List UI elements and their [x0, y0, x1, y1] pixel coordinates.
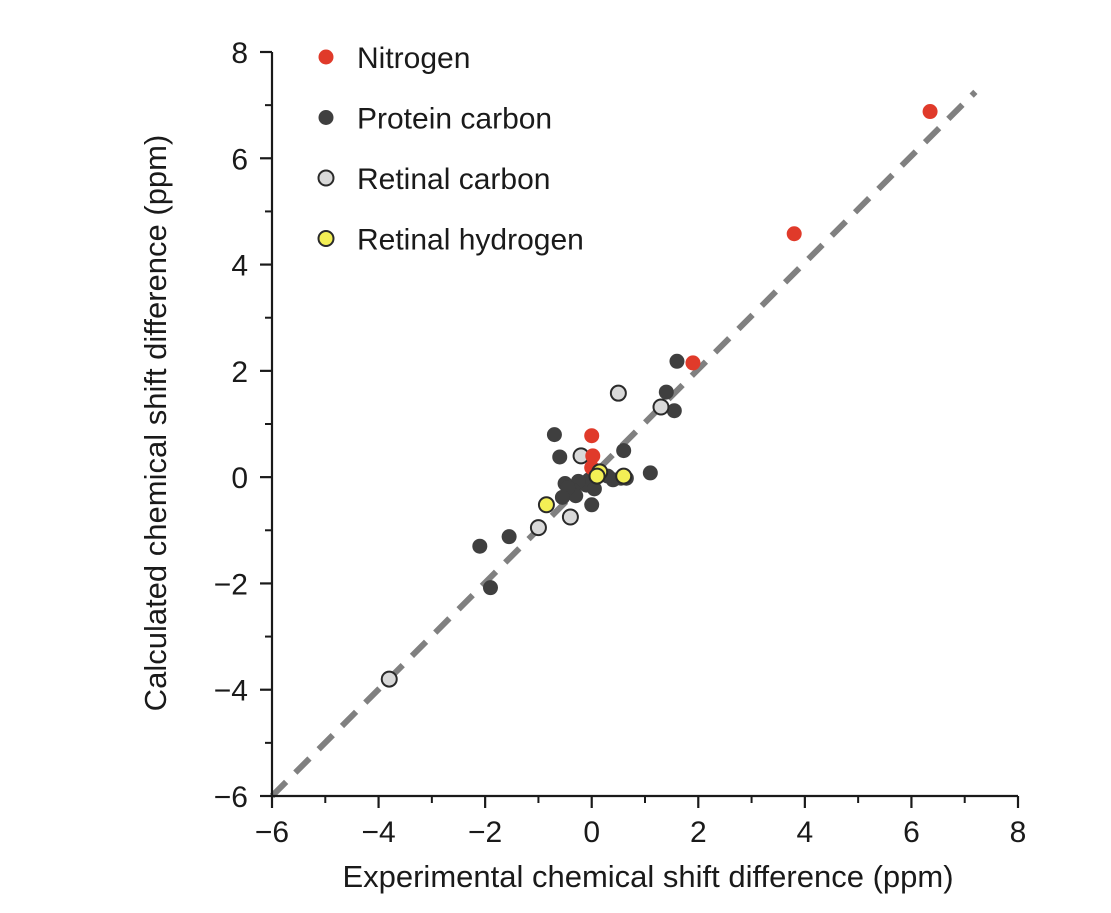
y-tick-label: −2 — [214, 568, 248, 601]
legend-label-retinal-hydrogen: Retinal hydrogen — [357, 224, 584, 257]
protein-carbon-point — [586, 481, 602, 497]
y-tick-label: 6 — [231, 143, 248, 176]
x-tick-label: −2 — [468, 816, 502, 849]
protein-carbon-point — [472, 538, 488, 554]
protein-carbon-point — [669, 353, 685, 369]
retinal-hydrogen-point — [588, 467, 606, 485]
legend: Nitrogen Protein carbon Retinal carbon Reti… — [317, 42, 584, 257]
nitrogen-point — [786, 226, 802, 242]
retinal-carbon-point — [380, 670, 398, 688]
x-tick-label: −4 — [361, 816, 395, 849]
protein-carbon-point — [642, 465, 658, 481]
retinal-carbon-point — [529, 519, 547, 537]
y-tick-label: 8 — [231, 37, 248, 70]
nitrogen-point — [922, 104, 938, 120]
y-axis-title: Calculated chemical shift difference (pp… — [138, 135, 173, 712]
x-tick-label: 4 — [797, 816, 814, 849]
x-tick-label: 2 — [690, 816, 707, 849]
protein-carbon-point — [658, 384, 674, 400]
nitrogen-point — [584, 428, 600, 444]
retinal-hydrogen-point — [537, 496, 555, 514]
legend-label-protein-carbon: Protein carbon — [357, 103, 552, 136]
y-tick-label: −4 — [214, 675, 248, 708]
legend-marker-retinal-carbon — [317, 169, 335, 187]
x-axis-title: Experimental chemical shift difference (… — [342, 859, 953, 894]
protein-carbon-point — [482, 580, 498, 596]
legend-label-nitrogen: Nitrogen — [357, 42, 470, 75]
x-tick-label: 8 — [1010, 816, 1027, 849]
nitrogen-point — [685, 355, 701, 371]
protein-carbon-point — [584, 497, 600, 513]
legend-marker-protein-carbon — [318, 110, 334, 125]
y-tick-label: 0 — [231, 462, 248, 495]
nitrogen-point — [585, 448, 601, 464]
x-tick-label: −6 — [255, 816, 289, 849]
legend-marker-nitrogen — [318, 49, 334, 65]
retinal-hydrogen-point — [615, 467, 633, 485]
y-tick-label: −6 — [214, 781, 248, 814]
axes: −6 −4 −2 0 2 4 6 8 −6 −4 −2 0 2 4 6 8 — [214, 37, 1027, 849]
legend-marker-retinal-hydrogen — [317, 230, 335, 247]
protein-carbon-point — [552, 449, 568, 465]
retinal-carbon-point — [609, 384, 627, 402]
protein-carbon-point — [554, 489, 570, 505]
x-tick-label: 6 — [903, 816, 920, 849]
x-tick-label: 0 — [583, 816, 600, 849]
retinal-carbon-point — [561, 508, 579, 526]
y-tick-label: 4 — [231, 250, 248, 283]
protein-carbon-point — [546, 427, 562, 443]
legend-label-retinal-carbon: Retinal carbon — [357, 163, 550, 196]
y-tick-label: 2 — [231, 356, 248, 389]
protein-carbon-point — [501, 529, 517, 545]
protein-carbon-point — [616, 443, 632, 459]
retinal-carbon-point — [652, 398, 670, 416]
data-points — [380, 104, 938, 688]
protein-carbon-point — [666, 403, 682, 419]
